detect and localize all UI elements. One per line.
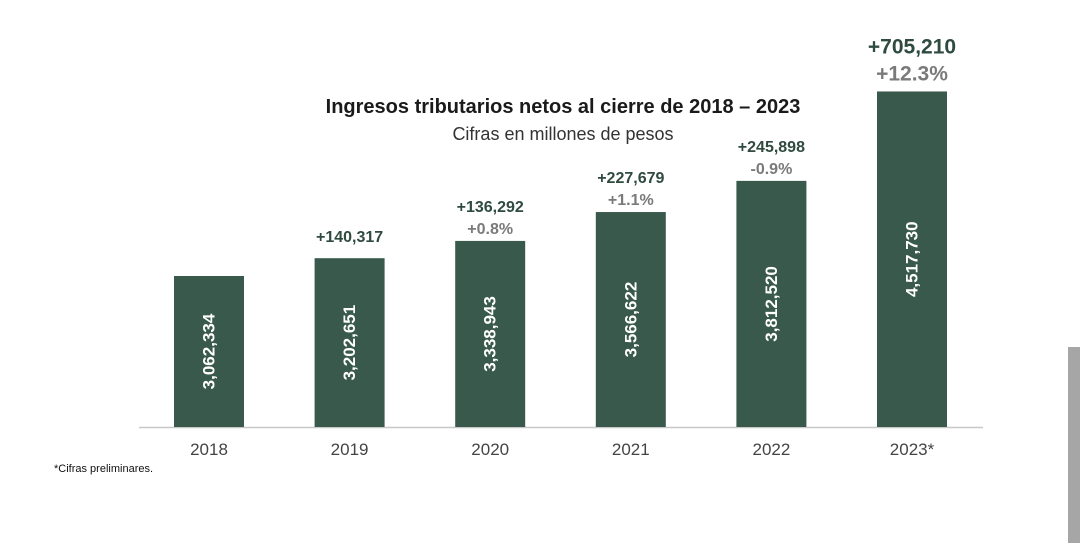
percent-change-label: -0.9% <box>751 161 793 178</box>
x-tick-label: 2018 <box>190 440 228 459</box>
change-label: +227,679 <box>597 170 664 187</box>
bar <box>455 240 526 427</box>
x-tick-label: 2023* <box>890 440 935 459</box>
bar <box>174 275 244 427</box>
x-tick-label: 2020 <box>471 440 509 459</box>
percent-change-label: +1.1% <box>608 192 654 209</box>
bar <box>595 212 666 427</box>
x-tick-label: 2019 <box>331 440 369 459</box>
bar-value-label: 3,812,520 <box>762 266 781 342</box>
x-tick-label: 2022 <box>752 440 790 459</box>
change-label: +136,292 <box>457 199 524 216</box>
scrollbar[interactable] <box>1068 347 1080 543</box>
x-tick-label: 2021 <box>612 440 650 459</box>
change-label: +140,317 <box>316 229 383 246</box>
bar <box>314 258 385 427</box>
bar <box>736 180 807 427</box>
bar-value-label: 3,202,651 <box>340 305 359 381</box>
footnote: *Cifras preliminares. <box>54 463 154 475</box>
percent-change-label: +0.8% <box>467 221 513 238</box>
bar-value-label: 4,517,730 <box>903 221 922 297</box>
change-label: +705,210 <box>868 35 956 58</box>
chart-title: Ingresos tributarios netos al cierre de … <box>325 96 801 118</box>
change-label: +245,898 <box>738 139 805 156</box>
chart-subtitle: Cifras en millones de pesos <box>452 124 674 144</box>
bar-value-label: 3,062,334 <box>200 313 219 389</box>
bar-value-label: 3,338,943 <box>481 296 500 372</box>
bar <box>877 91 947 427</box>
percent-change-label: +12.3% <box>876 62 948 85</box>
bar-value-label: 3,566,622 <box>621 282 640 358</box>
